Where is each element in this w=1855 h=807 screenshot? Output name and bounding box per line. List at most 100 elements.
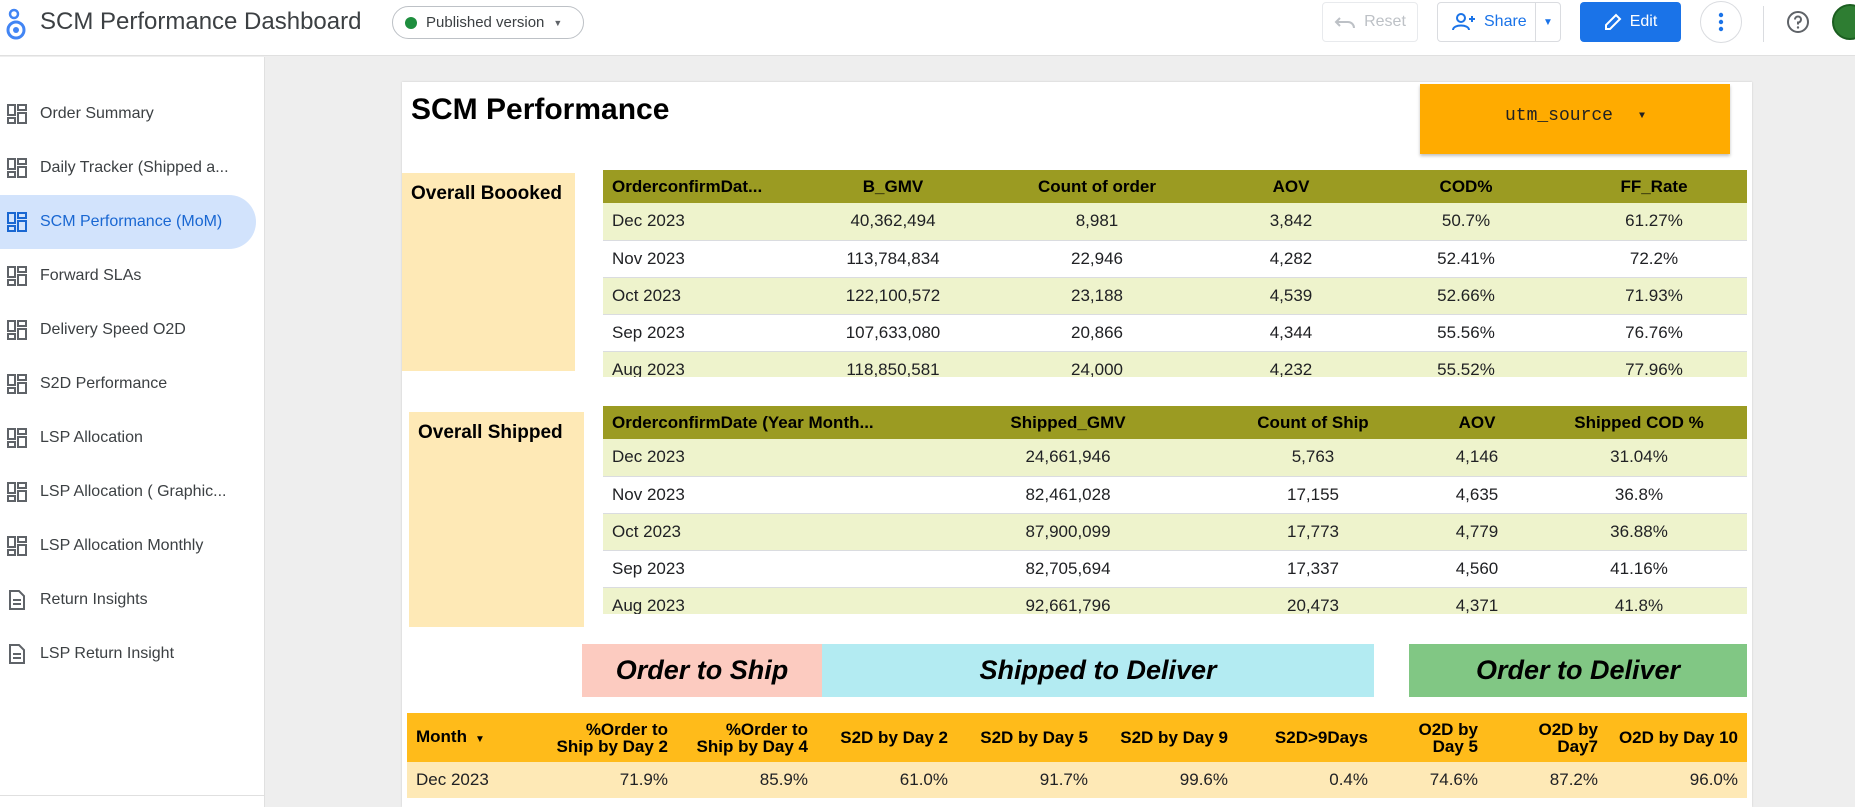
- table-cell: 17,155: [1203, 476, 1423, 514]
- table-cell: Dec 2023: [407, 762, 537, 798]
- page-navigation-sidebar: Order Summary Daily Tracker (Shipped a...…: [0, 57, 265, 807]
- sla-col-header-label: O2D by Day 5: [1418, 719, 1478, 756]
- table-cell: 77.96%: [1561, 351, 1747, 377]
- table-cell: 23,188: [983, 277, 1211, 315]
- header-divider: [1763, 6, 1764, 42]
- sla-col-header-label: %Order to Ship by Day 2: [556, 719, 668, 756]
- shipped-col-header[interactable]: Count of Ship: [1203, 406, 1423, 439]
- booked-col-header[interactable]: B_GMV: [803, 170, 983, 203]
- sla-col-header[interactable]: S2D by Day 2: [817, 713, 957, 762]
- table-cell: 91.7%: [957, 762, 1097, 798]
- sidebar-item-label: LSP Allocation ( Graphic...: [40, 483, 227, 500]
- table-cell: 4,344: [1211, 314, 1371, 352]
- sidebar-item-5[interactable]: Delivery Speed O2D: [0, 303, 256, 357]
- utm-source-filter-label: utm_source: [1504, 106, 1613, 126]
- sla-table-header: Month ▼ %Order to Ship by Day 2 %Order to S…: [407, 713, 1747, 762]
- sla-col-header[interactable]: %Order to Ship by Day 2: [537, 713, 677, 762]
- sidebar-item-7[interactable]: LSP Allocation: [0, 411, 256, 465]
- sla-col-header[interactable]: Month ▼: [407, 713, 537, 762]
- sla-col-header[interactable]: S2D by Day 9: [1097, 713, 1237, 762]
- sidebar-item-label: Order Summary: [40, 105, 154, 122]
- sidebar-item-label: Daily Tracker (Shipped a...: [40, 159, 229, 176]
- sla-col-header-label: S2D by Day 2: [840, 728, 948, 747]
- shipped-col-header[interactable]: AOV: [1423, 406, 1531, 439]
- table-cell: 72.2%: [1561, 240, 1747, 278]
- table-cell: 122,100,572: [803, 277, 983, 315]
- table-row: Nov 2023 113,784,834 22,946 4,282 52.41% 72.2…: [603, 240, 1747, 278]
- booked-table-scroll[interactable]: OrderconfirmDat... B_GMV Count of order AOV…: [603, 170, 1747, 377]
- shipped-col-header[interactable]: Shipped_GMV: [933, 406, 1203, 439]
- sidebar-item-9[interactable]: LSP Allocation Monthly: [0, 519, 256, 573]
- sidebar-item-2[interactable]: Daily Tracker (Shipped a...: [0, 141, 256, 195]
- report-title[interactable]: SCM Performance Dashboard: [40, 8, 362, 35]
- booked-col-header[interactable]: COD%: [1371, 170, 1561, 203]
- sla-col-header[interactable]: O2D by Day 5: [1377, 713, 1487, 762]
- table-cell: 71.93%: [1561, 277, 1747, 315]
- table-cell: Dec 2023: [603, 439, 933, 477]
- table-cell: 40,362,494: [803, 203, 983, 241]
- table-cell: 22,946: [983, 240, 1211, 278]
- table-cell: 61.27%: [1561, 203, 1747, 241]
- sla-col-header[interactable]: S2D by Day 5: [957, 713, 1097, 762]
- sidebar-item-8[interactable]: LSP Allocation ( Graphic...: [0, 465, 256, 519]
- shipped-to-deliver-band: Shipped to Deliver: [822, 644, 1374, 697]
- table-row: Dec 2023 24,661,946 5,763 4,146 31.04%: [603, 439, 1747, 477]
- table-cell: 20,473: [1203, 587, 1423, 614]
- sidebar-item-label: LSP Allocation: [40, 429, 143, 446]
- sla-col-header-label: O2D by Day 10: [1618, 728, 1738, 747]
- table-cell: Nov 2023: [603, 240, 803, 278]
- table-row: Sep 2023 82,705,694 17,337 4,560 41.16%: [603, 550, 1747, 588]
- share-button-group: Share ▼: [1437, 2, 1561, 42]
- table-cell: Dec 2023: [603, 203, 803, 241]
- edit-button[interactable]: Edit: [1580, 2, 1681, 42]
- sidebar-item-4[interactable]: Forward SLAs: [0, 249, 256, 303]
- share-options-dropdown[interactable]: ▼: [1543, 16, 1553, 28]
- sort-descending-icon: ▼: [474, 733, 485, 745]
- booked-table-header: OrderconfirmDat... B_GMV Count of order AOV…: [603, 170, 1747, 203]
- more-options-button[interactable]: [1700, 1, 1742, 43]
- table-cell: 50.7%: [1371, 203, 1561, 241]
- dashboard-icon: [6, 481, 28, 503]
- table-cell: 52.66%: [1371, 277, 1561, 315]
- share-button[interactable]: Share: [1438, 3, 1536, 41]
- dashboard-icon: [6, 103, 28, 125]
- shipped-table-header: OrderconfirmDate (Year Month... Shipped_G…: [603, 406, 1747, 439]
- shipped-col-header[interactable]: OrderconfirmDate (Year Month...: [603, 406, 933, 439]
- edit-label: Edit: [1629, 13, 1658, 30]
- table-cell: 4,539: [1211, 277, 1371, 315]
- undo-icon: [1334, 17, 1356, 29]
- sidebar-item-10[interactable]: Return Insights: [0, 573, 256, 627]
- table-cell: 107,633,080: [803, 314, 983, 352]
- account-avatar[interactable]: [1832, 4, 1855, 40]
- sla-table: Month ▼ %Order to Ship by Day 2 %Order to S…: [407, 713, 1747, 798]
- published-version-dropdown[interactable]: Published version ▼: [392, 6, 584, 39]
- booked-col-header[interactable]: AOV: [1211, 170, 1371, 203]
- shipped-col-header[interactable]: Shipped COD %: [1531, 406, 1747, 439]
- table-row: Nov 2023 82,461,028 17,155 4,635 36.8%: [603, 476, 1747, 514]
- sla-col-header-label: Month: [416, 726, 467, 746]
- page-title: SCM Performance: [411, 93, 670, 126]
- sla-col-header[interactable]: O2D by Day7: [1487, 713, 1607, 762]
- utm-source-filter[interactable]: utm_source ▼: [1420, 84, 1730, 154]
- published-version-label: Published version: [426, 14, 545, 31]
- booked-col-header[interactable]: Count of order: [983, 170, 1211, 203]
- help-button[interactable]: [1782, 6, 1814, 38]
- reset-button[interactable]: Reset: [1322, 2, 1418, 42]
- sla-col-header[interactable]: S2D>9Days: [1237, 713, 1377, 762]
- table-cell: Nov 2023: [603, 476, 933, 514]
- report-canvas: SCM Performance utm_source ▼ Overall Boo…: [402, 82, 1752, 807]
- sidebar-item-6[interactable]: S2D Performance: [0, 357, 256, 411]
- shipped-table-scroll[interactable]: OrderconfirmDate (Year Month... Shipped_G…: [603, 406, 1747, 614]
- booked-col-header[interactable]: OrderconfirmDat...: [603, 170, 803, 203]
- booked-col-header[interactable]: FF_Rate: [1561, 170, 1747, 203]
- sla-col-header[interactable]: %Order to Ship by Day 4: [677, 713, 817, 762]
- sidebar-item-3[interactable]: SCM Performance (MoM): [0, 195, 256, 249]
- table-row: Sep 2023 107,633,080 20,866 4,344 55.56% 76.7…: [603, 314, 1747, 352]
- sidebar-item-label: SCM Performance (MoM): [40, 213, 223, 230]
- sla-col-header[interactable]: O2D by Day 10: [1607, 713, 1747, 762]
- order-to-deliver-band: Order to Deliver: [1409, 644, 1747, 697]
- sidebar-item-label: Delivery Speed O2D: [40, 321, 186, 338]
- sidebar-item-1[interactable]: Order Summary: [0, 87, 256, 141]
- sidebar-item-11[interactable]: LSP Return Insight: [0, 627, 256, 681]
- sidebar-item-label: Forward SLAs: [40, 267, 142, 284]
